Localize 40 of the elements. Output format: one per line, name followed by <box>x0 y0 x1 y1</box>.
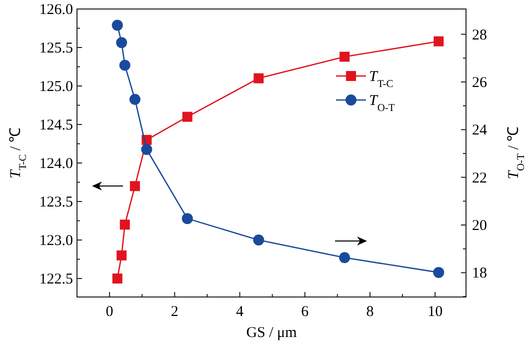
y-tick-label: 126.0 <box>39 2 73 18</box>
y-tick-label: 123.0 <box>39 233 73 250</box>
y2-tick-label: 28 <box>472 27 487 44</box>
x-tick-label: 2 <box>170 304 178 320</box>
point <box>112 274 122 284</box>
point <box>119 60 130 71</box>
y-tick-label: 124.5 <box>39 118 73 134</box>
point <box>433 266 444 278</box>
y-tick-label: 125.0 <box>39 79 73 96</box>
point <box>339 252 350 264</box>
legend-label: T$_{O-T}$ <box>369 93 396 114</box>
point <box>340 52 350 62</box>
y2-tick-label: 20 <box>472 218 487 234</box>
point <box>112 20 123 31</box>
y2-tick-label: 26 <box>472 74 488 91</box>
point <box>130 181 140 192</box>
y-tick-label: 124.0 <box>39 156 73 172</box>
x-tick-label: 4 <box>236 304 244 320</box>
x-tick-label: 0 <box>106 304 114 320</box>
y-tick-label: 125.5 <box>39 40 73 57</box>
point <box>141 144 152 155</box>
point <box>116 37 128 48</box>
y2-tick-label: 22 <box>472 170 487 186</box>
point <box>253 234 264 246</box>
point <box>129 94 140 105</box>
point <box>182 112 192 122</box>
x-tick-label: 10 <box>428 304 443 320</box>
legend-label: T$_{T-C}$ <box>369 69 394 90</box>
point <box>254 73 264 84</box>
y-tick-label: 122.5 <box>39 272 73 288</box>
y2-tick-label: 18 <box>472 266 487 282</box>
y2-tick-label: 24 <box>472 122 488 139</box>
point <box>182 213 193 224</box>
x-tick-label: 8 <box>366 304 374 320</box>
point <box>120 220 130 230</box>
point <box>116 250 127 260</box>
y-tick-label: 123.5 <box>39 194 73 211</box>
point <box>434 36 444 46</box>
x-axis-title: GS / μm <box>246 325 298 341</box>
x-tick-label: 6 <box>301 304 310 320</box>
